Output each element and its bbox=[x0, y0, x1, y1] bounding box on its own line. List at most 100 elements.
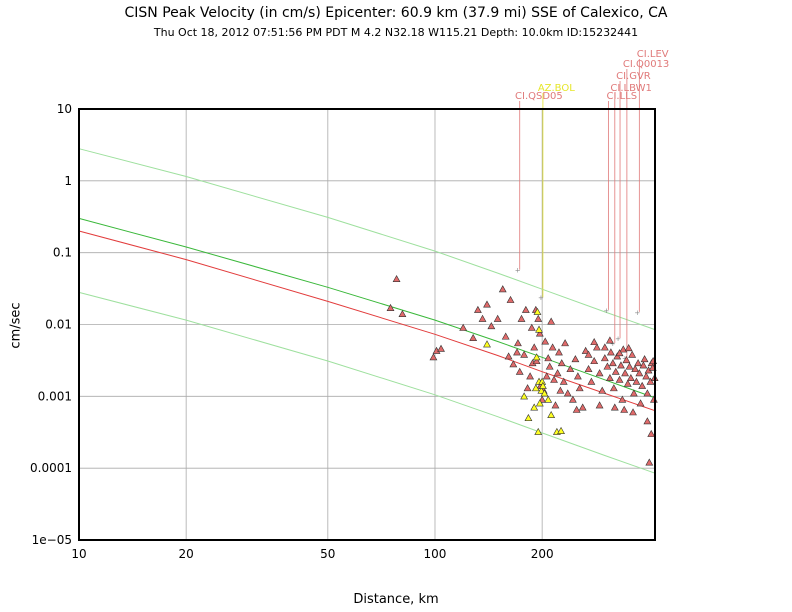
station-triangle-red bbox=[618, 395, 627, 403]
station-point: + bbox=[634, 309, 640, 317]
station-triangle-red bbox=[605, 373, 614, 382]
tick-layer: 10 20 50 100 200 1e−05 0.0001 0.001 0.01 0.1 1 10 bbox=[30, 102, 554, 561]
station-triangle-red bbox=[634, 359, 642, 367]
station-triangle-red bbox=[622, 356, 631, 364]
station-triangle-red bbox=[623, 379, 632, 387]
light_green-curve bbox=[78, 291, 656, 474]
y-axis-label: cm/sec bbox=[8, 302, 24, 349]
station-point: + bbox=[515, 267, 521, 275]
x-tick-label: 100 bbox=[424, 547, 447, 561]
station-triangle-red bbox=[642, 372, 651, 380]
station-triangle-yellow bbox=[534, 427, 543, 435]
station-triangle-red bbox=[619, 345, 628, 353]
station-triangle-red bbox=[629, 408, 637, 416]
station-triangle-yellow bbox=[557, 426, 565, 434]
station-triangle-red bbox=[520, 350, 529, 358]
station-triangle-red bbox=[610, 403, 619, 411]
station-triangle-red bbox=[523, 384, 532, 392]
x-tick-label: 10 bbox=[71, 547, 86, 561]
station-triangle-red bbox=[584, 365, 593, 373]
station-triangle-red bbox=[631, 365, 640, 373]
x-tick-label: 20 bbox=[179, 547, 194, 561]
station-triangle-red bbox=[571, 355, 580, 363]
station-label: CI.LBW1 bbox=[610, 83, 651, 94]
red-curve bbox=[78, 230, 656, 412]
y-tick-label: 0.0001 bbox=[30, 461, 72, 475]
station-triangle-red bbox=[527, 323, 536, 331]
station-triangle-red bbox=[547, 317, 556, 325]
station-label: AZ.BOL bbox=[538, 83, 575, 94]
station-triangle-yellow bbox=[524, 413, 533, 421]
station-triangle-red bbox=[506, 295, 515, 303]
station-triangle-yellow bbox=[533, 307, 542, 315]
x-tick-label: 200 bbox=[531, 547, 554, 561]
station-triangle-red bbox=[478, 314, 487, 322]
station-triangle-yellow bbox=[535, 325, 543, 333]
station-triangle-red bbox=[566, 365, 575, 373]
station-triangle-red bbox=[504, 352, 513, 360]
station-triangle-red bbox=[636, 399, 645, 407]
station-triangle-red bbox=[635, 369, 644, 377]
station-triangle-red bbox=[595, 401, 604, 409]
station-triangle-red bbox=[621, 369, 629, 377]
station-triangle-red bbox=[639, 361, 648, 369]
station-triangle-red bbox=[606, 348, 615, 356]
station-triangle-red bbox=[615, 375, 624, 383]
station-triangle-red bbox=[611, 367, 620, 375]
station-triangle-red bbox=[530, 343, 539, 351]
station-triangle-red bbox=[643, 417, 652, 425]
station-triangle-red bbox=[598, 386, 607, 394]
marker-layer bbox=[386, 274, 659, 466]
station-triangle-red bbox=[542, 372, 551, 380]
curve-layer bbox=[78, 148, 656, 474]
y-tick-label: 1e−05 bbox=[32, 533, 72, 547]
station-triangle-red bbox=[544, 354, 553, 362]
station-triangle-red bbox=[643, 389, 652, 397]
station-triangle-red bbox=[487, 322, 496, 330]
station-triangle-red bbox=[437, 344, 445, 352]
station-triangle-red bbox=[483, 300, 491, 308]
station-triangle-red bbox=[515, 367, 524, 375]
y-tick-label: 0.01 bbox=[45, 318, 72, 332]
station-triangle-red bbox=[646, 377, 655, 385]
station-triangle-red bbox=[592, 343, 601, 351]
station-triangle-yellow bbox=[544, 395, 553, 403]
station-triangle-red bbox=[459, 323, 468, 331]
station-triangle-red bbox=[572, 405, 581, 413]
station-triangle-red bbox=[509, 360, 518, 368]
station-triangle-red bbox=[625, 362, 634, 370]
station-triangle-yellow bbox=[531, 384, 540, 392]
station-point: + bbox=[610, 340, 616, 348]
station-triangle-yellow bbox=[547, 410, 556, 419]
station-label: CI.Q0013 bbox=[623, 59, 669, 70]
station-triangle-red bbox=[498, 285, 507, 293]
station-triangle-red bbox=[600, 343, 609, 351]
chart-title: CISN Peak Velocity (in cm/s) Epicenter: … bbox=[124, 5, 668, 21]
y-tick-label: 0.001 bbox=[38, 389, 72, 403]
station-point: + bbox=[622, 354, 628, 362]
station-triangle-red bbox=[555, 348, 563, 356]
station-triangle-red bbox=[526, 372, 535, 380]
y-tick-label: 10 bbox=[57, 102, 72, 116]
station-triangle-red bbox=[493, 314, 502, 322]
station-point: + bbox=[538, 294, 544, 302]
y-tick-label: 1 bbox=[64, 174, 72, 188]
station-triangle-red bbox=[541, 337, 550, 345]
x-axis-label: Distance, km bbox=[353, 592, 439, 607]
station-triangle-red bbox=[628, 350, 637, 358]
station-triangle-red bbox=[590, 338, 599, 346]
station-triangle-red bbox=[608, 359, 617, 367]
station-triangle-red bbox=[521, 305, 530, 313]
station-triangle-red bbox=[617, 361, 625, 369]
station-triangle-red bbox=[532, 357, 541, 365]
station-triangle-red bbox=[584, 350, 593, 358]
station-triangle-red bbox=[392, 274, 401, 283]
station-triangle-red bbox=[632, 377, 641, 385]
station-triangle-red bbox=[626, 373, 635, 382]
plot-frame bbox=[78, 108, 656, 541]
station-triangle-red bbox=[581, 346, 590, 354]
light_green-curve bbox=[78, 148, 656, 331]
grid-layer bbox=[78, 108, 655, 541]
station-triangle-yellow bbox=[483, 340, 491, 348]
